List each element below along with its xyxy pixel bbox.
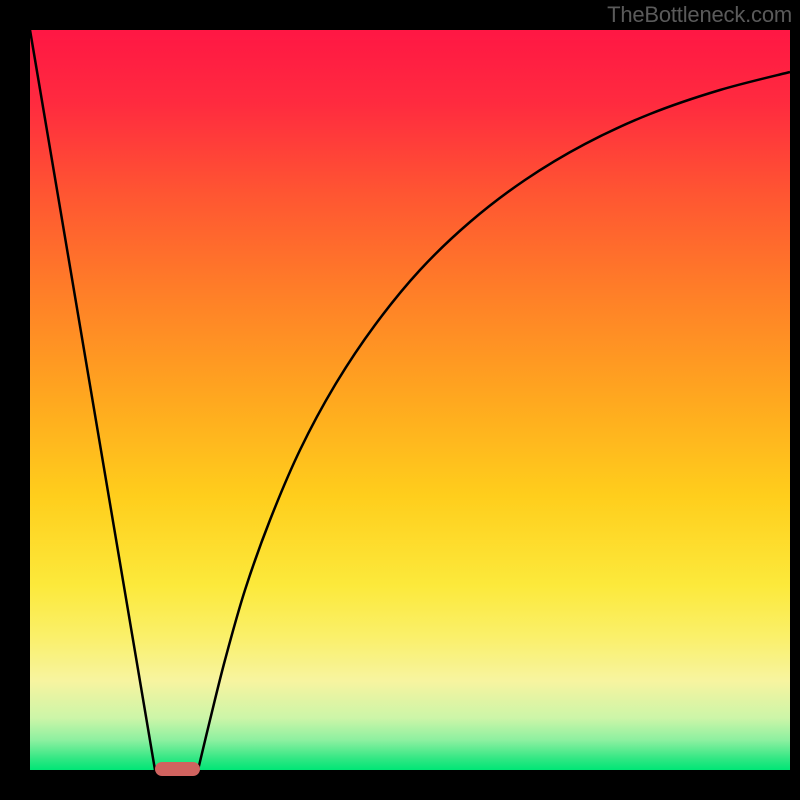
bottleneck-marker (155, 762, 200, 776)
watermark-text: TheBottleneck.com (599, 0, 800, 30)
plot-gradient-background (30, 30, 790, 770)
chart-svg (0, 0, 800, 800)
chart-frame: TheBottleneck.com (0, 0, 800, 800)
